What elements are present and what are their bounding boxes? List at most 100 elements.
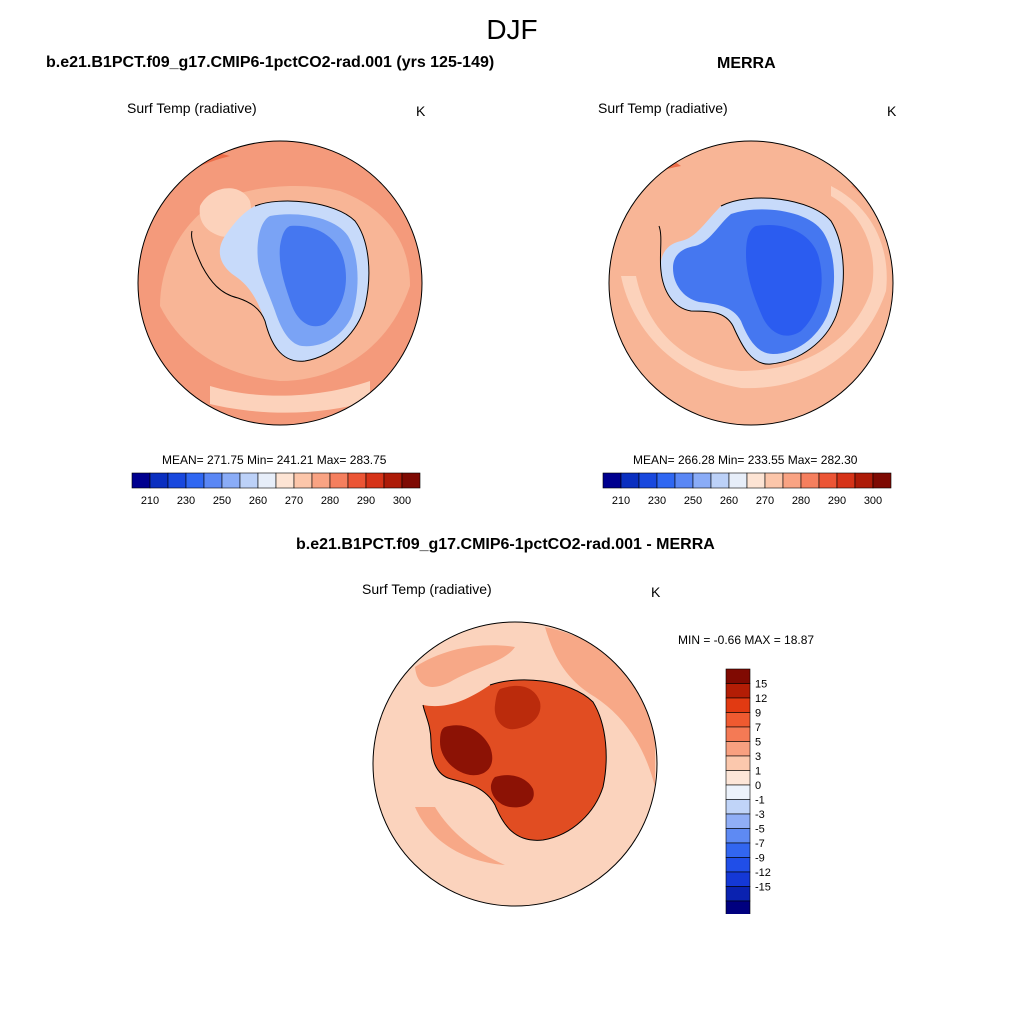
panel2-variable: Surf Temp (radiative)	[598, 100, 728, 116]
panel1-colorbar-box	[347, 472, 367, 489]
panel3-colorbar-label: -9	[755, 853, 765, 865]
panel2-coastline	[658, 197, 844, 365]
panel3-map	[372, 621, 658, 907]
panel1-colorbar-box	[311, 472, 331, 489]
panel1-colorbar-box	[293, 472, 313, 489]
panel1-colorbar-box	[257, 472, 277, 489]
panel3-colorbar-label: 3	[755, 751, 761, 763]
panel3-colorbar-labels: 15 12 9 7 5 3 1 0 -1 -3 -5 -7 -9 -12 -15	[755, 679, 771, 894]
panel2-colorbar-boxes	[602, 472, 892, 489]
panel3-colorbar-label: -5	[755, 824, 765, 836]
panel3-colorbar-label: 15	[755, 679, 767, 691]
panel1-map-border	[137, 140, 423, 426]
panel1-map	[137, 140, 423, 426]
panel3-colorbar-label: 0	[755, 780, 761, 792]
panel3-colorbar-box	[725, 697, 751, 713]
panel2-colorbar-label: 210	[612, 495, 630, 507]
panel1-colorbar-box	[365, 472, 385, 489]
panel1-colorbar-box	[185, 472, 205, 489]
panel1-colorbar-box	[221, 472, 241, 489]
panel2-colorbar-box	[638, 472, 658, 489]
panel2-colorbar-box	[656, 472, 676, 489]
panel3-variable: Surf Temp (radiative)	[362, 581, 492, 597]
panel1-colorbar-box	[383, 472, 403, 489]
panel2-ice-core	[746, 224, 822, 336]
panel3-map-border	[372, 621, 658, 907]
panel1-colorbar-label: 290	[357, 495, 375, 507]
panel3-colorbar-boxes	[725, 668, 751, 914]
panel3-colorbar-box	[725, 770, 751, 786]
panel3-colorbar-box	[725, 842, 751, 858]
panel1-colorbar-box	[329, 472, 349, 489]
panel2-colorbar-box	[872, 472, 892, 489]
panel2-colorbar-box	[854, 472, 874, 489]
panel3-colorbar-label: 1	[755, 766, 761, 778]
panel1-colorbar-label: 280	[321, 495, 339, 507]
panel2-colorbar-box	[692, 472, 712, 489]
panel2-colorbar-label: 280	[792, 495, 810, 507]
panel3-hot-patch-2	[440, 725, 493, 776]
panel3-colorbar-label: -1	[755, 795, 765, 807]
panel1-colorbar-box	[203, 472, 223, 489]
panel1-colorbar-box	[149, 472, 169, 489]
panel3-colorbar-box	[725, 712, 751, 728]
panel3-colorbar-box	[725, 784, 751, 800]
panel2-colorbar-label: 260	[720, 495, 738, 507]
panel1-colorbar-box	[239, 472, 259, 489]
panel3-colorbar-label: 12	[755, 693, 767, 705]
panel2-colorbar-labels: 210 230 250 260 270 280 290 300	[612, 495, 882, 507]
panel1-colorbar-boxes	[131, 472, 421, 489]
panel2-colorbar-label: 290	[828, 495, 846, 507]
panel2-colorbar-box	[710, 472, 730, 489]
panel2-colorbar-box	[836, 472, 856, 489]
panel3-coastline	[422, 679, 607, 841]
panel2-colorbar-box	[602, 472, 622, 489]
panel3-hot-patch-1	[494, 685, 541, 730]
panel2-colorbar-box	[728, 472, 748, 489]
panel2-units: K	[887, 103, 897, 119]
panel1-colorbar-label: 270	[285, 495, 303, 507]
panel3-colorbar-label: -7	[755, 838, 765, 850]
panel2-title: MERRA	[717, 55, 776, 72]
panel2-colorbar-label: 270	[756, 495, 774, 507]
panel3-colorbar: 15 12 9 7 5 3 1 0 -1 -3 -5 -7 -9 -12 -15	[725, 668, 771, 914]
panel3-stats: MIN = -0.66 MAX = 18.87	[678, 633, 815, 647]
panel1-ice-core	[279, 225, 346, 327]
panel3-colorbar-label: 9	[755, 708, 761, 720]
panel2-colorbar-box	[782, 472, 802, 489]
panel2-colorbar-box	[800, 472, 820, 489]
panel2-colorbar-box	[620, 472, 640, 489]
panel3-colorbar-box	[725, 726, 751, 742]
panel3-colorbar-label: 7	[755, 722, 761, 734]
panel2-colorbar-box	[746, 472, 766, 489]
panel1-colorbar-label: 260	[249, 495, 267, 507]
panel2-colorbar-label: 250	[684, 495, 702, 507]
panel2-colorbar-box	[764, 472, 784, 489]
panel3-colorbar-box	[725, 871, 751, 887]
panel1-colorbar-box	[401, 472, 421, 489]
panel3-colorbar-box	[725, 900, 751, 914]
panel3-colorbar-box	[725, 828, 751, 844]
panel3-colorbar-box	[725, 755, 751, 771]
panel2-colorbar: 210 230 250 260 270 280 290 300	[602, 472, 892, 507]
panel1-colorbar-box	[131, 472, 151, 489]
panel1-light-band	[210, 381, 370, 413]
season-title: DJF	[486, 14, 538, 45]
panel2-map	[608, 140, 894, 426]
panel3-mid-patch-north	[415, 645, 515, 687]
panel2-colorbar-label: 230	[648, 495, 666, 507]
panel1-colorbar-label: 230	[177, 495, 195, 507]
panel1-title: b.e21.B1PCT.f09_g17.CMIP6-1pctCO2-rad.00…	[46, 54, 495, 71]
panel3-mid-patch-south	[415, 807, 505, 865]
panel3-colorbar-box	[725, 668, 751, 684]
panel3-hot-patch-3	[490, 775, 534, 808]
panel2-stats: MEAN= 266.28 Min= 233.55 Max= 282.30	[633, 453, 858, 467]
panel1-colorbar: 210 230 250 260 270 280 290 300	[131, 472, 421, 507]
panel3-colorbar-box	[725, 857, 751, 873]
panel3-colorbar-label: -12	[755, 867, 771, 879]
panel3-land	[423, 679, 607, 841]
panel3-colorbar-box	[725, 813, 751, 829]
panel2-colorbar-label: 300	[864, 495, 882, 507]
panel1-colorbar-label: 250	[213, 495, 231, 507]
panel1-colorbar-box	[167, 472, 187, 489]
